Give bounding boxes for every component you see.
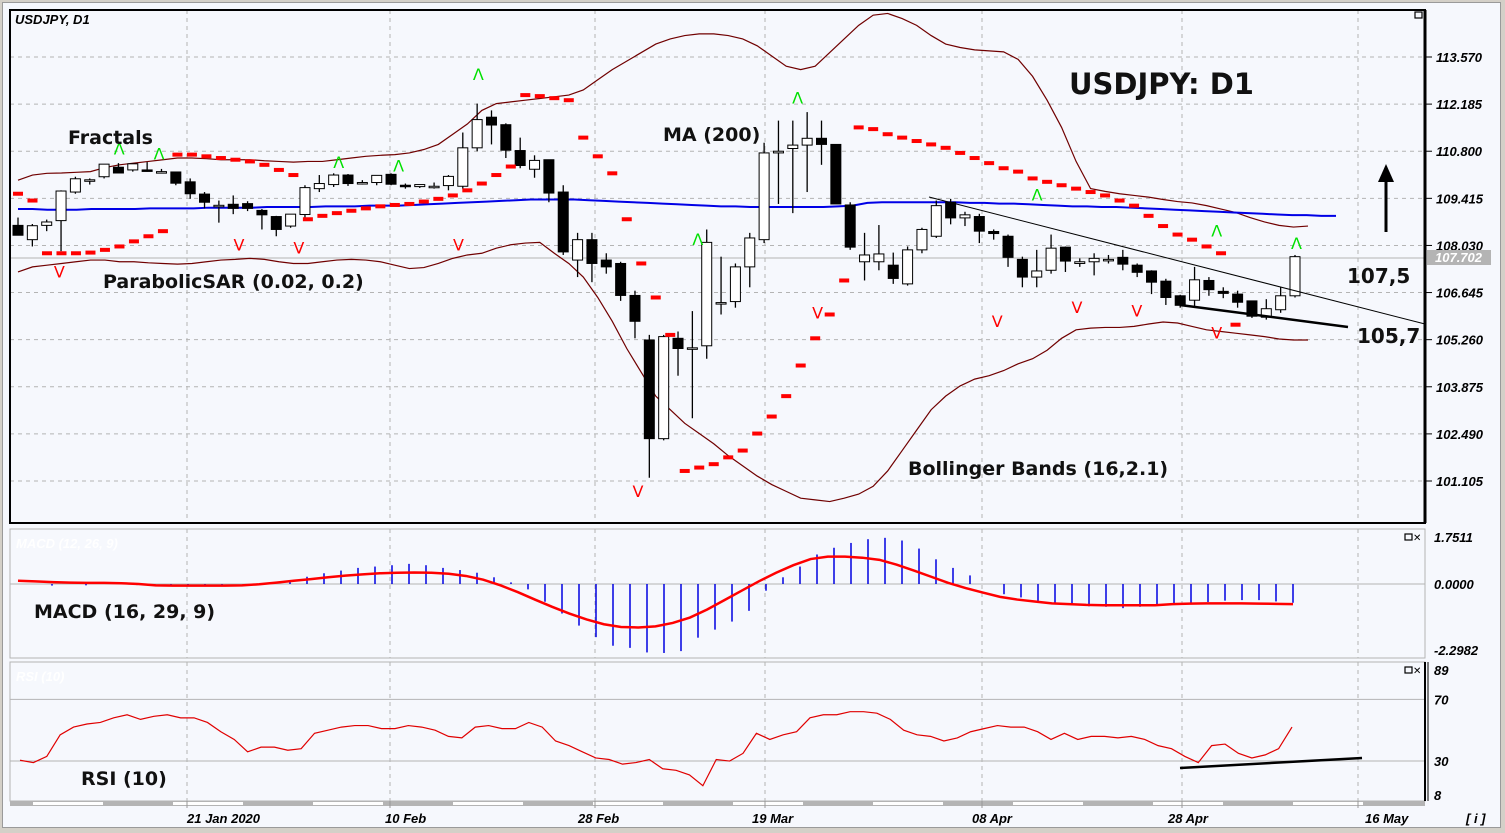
svg-text:V: V: [233, 235, 244, 254]
resistance-level-label: 107,5: [1347, 264, 1410, 288]
svg-text:Ʌ: Ʌ: [114, 140, 125, 159]
info-button[interactable]: [ i ]: [1465, 811, 1486, 826]
svg-text:Ʌ: Ʌ: [473, 65, 484, 84]
maximize-icon[interactable]: [1414, 11, 1423, 19]
svg-text:Ʌ: Ʌ: [154, 145, 165, 164]
window-title: USDJPY, D1: [15, 12, 90, 27]
svg-text:Ʌ: Ʌ: [1291, 234, 1302, 253]
svg-text:0.0000: 0.0000: [1434, 577, 1475, 592]
svg-text:V: V: [1211, 324, 1222, 343]
svg-text:V: V: [633, 482, 644, 501]
rsi-axis: 89 70 30 8: [1434, 663, 1449, 803]
svg-text:113.570: 113.570: [1436, 50, 1483, 65]
price-axis: 113.570 112.185 110.800 109.415 108.030 106.6…: [1425, 50, 1484, 489]
rsi-pane: [9, 661, 1426, 802]
rsi-label: RSI (10): [81, 768, 167, 790]
svg-text:Ʌ: Ʌ: [792, 89, 803, 108]
time-axis: 21 Jan 2020 10 Feb 28 Feb 19 Mar 08 Apr 28 Ap…: [186, 801, 1409, 826]
support-level-label: 105,7: [1357, 324, 1420, 348]
svg-text:1.7511: 1.7511: [1434, 530, 1473, 545]
svg-text:70: 70: [1434, 692, 1449, 707]
svg-text:19 Mar: 19 Mar: [752, 811, 794, 826]
macd-label: MACD (16, 29, 9): [34, 601, 215, 623]
svg-text:V: V: [453, 235, 464, 254]
rsi-close-icon[interactable]: ✕: [1413, 666, 1421, 677]
svg-text:V: V: [1072, 298, 1083, 317]
current-price-marker: [1427, 250, 1491, 265]
svg-text:110.800: 110.800: [1436, 144, 1483, 159]
svg-text:101.105: 101.105: [1436, 474, 1484, 489]
svg-text:105.260: 105.260: [1436, 333, 1484, 348]
svg-text:Ʌ: Ʌ: [692, 230, 703, 249]
svg-text:Ʌ: Ʌ: [1032, 186, 1043, 205]
svg-text:Ʌ: Ʌ: [393, 157, 404, 176]
svg-text:28 Apr: 28 Apr: [1167, 811, 1209, 826]
svg-text:102.490: 102.490: [1436, 427, 1484, 442]
macd-axis: 1.7511 0.0000 -2.2982: [1434, 530, 1479, 658]
svg-text:112.185: 112.185: [1436, 97, 1483, 112]
svg-text:16 May: 16 May: [1365, 811, 1409, 826]
svg-text:V: V: [812, 303, 823, 322]
current-price: 107.702: [1435, 250, 1483, 265]
svg-text:30: 30: [1434, 754, 1449, 769]
parabolic-sar-label: ParabolicSAR (0.02, 0.2): [103, 271, 364, 293]
svg-text:V: V: [1131, 302, 1142, 321]
macd-maximize-icon[interactable]: [1404, 533, 1413, 541]
time-scrollbar[interactable]: [10, 801, 1425, 806]
svg-text:V: V: [54, 262, 65, 281]
svg-text:89: 89: [1434, 663, 1449, 678]
rsi-maximize-icon[interactable]: [1404, 666, 1413, 674]
svg-text:106.645: 106.645: [1436, 286, 1484, 301]
fractals-label: Fractals: [68, 127, 153, 149]
svg-text:Ʌ: Ʌ: [1211, 221, 1222, 240]
svg-text:V: V: [293, 239, 304, 258]
up-arrow-icon: [1378, 164, 1394, 232]
rsi-pane-label: RSI (10): [16, 669, 64, 684]
svg-text:10 Feb: 10 Feb: [385, 811, 426, 826]
svg-text:108.030: 108.030: [1436, 238, 1484, 253]
svg-text:-2.2982: -2.2982: [1434, 643, 1479, 658]
bollinger-label: Bollinger Bands (16,2.1): [908, 458, 1168, 480]
big-title: USDJPY: D1: [1069, 67, 1254, 101]
svg-text:103.875: 103.875: [1436, 380, 1484, 395]
macd-close-icon[interactable]: ✕: [1413, 533, 1421, 544]
macd-pane-label: MACD (12, 26, 9): [16, 536, 118, 551]
svg-text:Ʌ: Ʌ: [333, 153, 344, 172]
ma-label: MA (200): [663, 124, 760, 146]
svg-text:08 Apr: 08 Apr: [972, 811, 1013, 826]
svg-text:109.415: 109.415: [1436, 191, 1484, 206]
macd-pane: [9, 528, 1426, 659]
svg-text:21 Jan 2020: 21 Jan 2020: [186, 811, 261, 826]
svg-text:28 Feb: 28 Feb: [577, 811, 619, 826]
svg-text:V: V: [992, 312, 1003, 331]
svg-text:8: 8: [1434, 788, 1442, 803]
